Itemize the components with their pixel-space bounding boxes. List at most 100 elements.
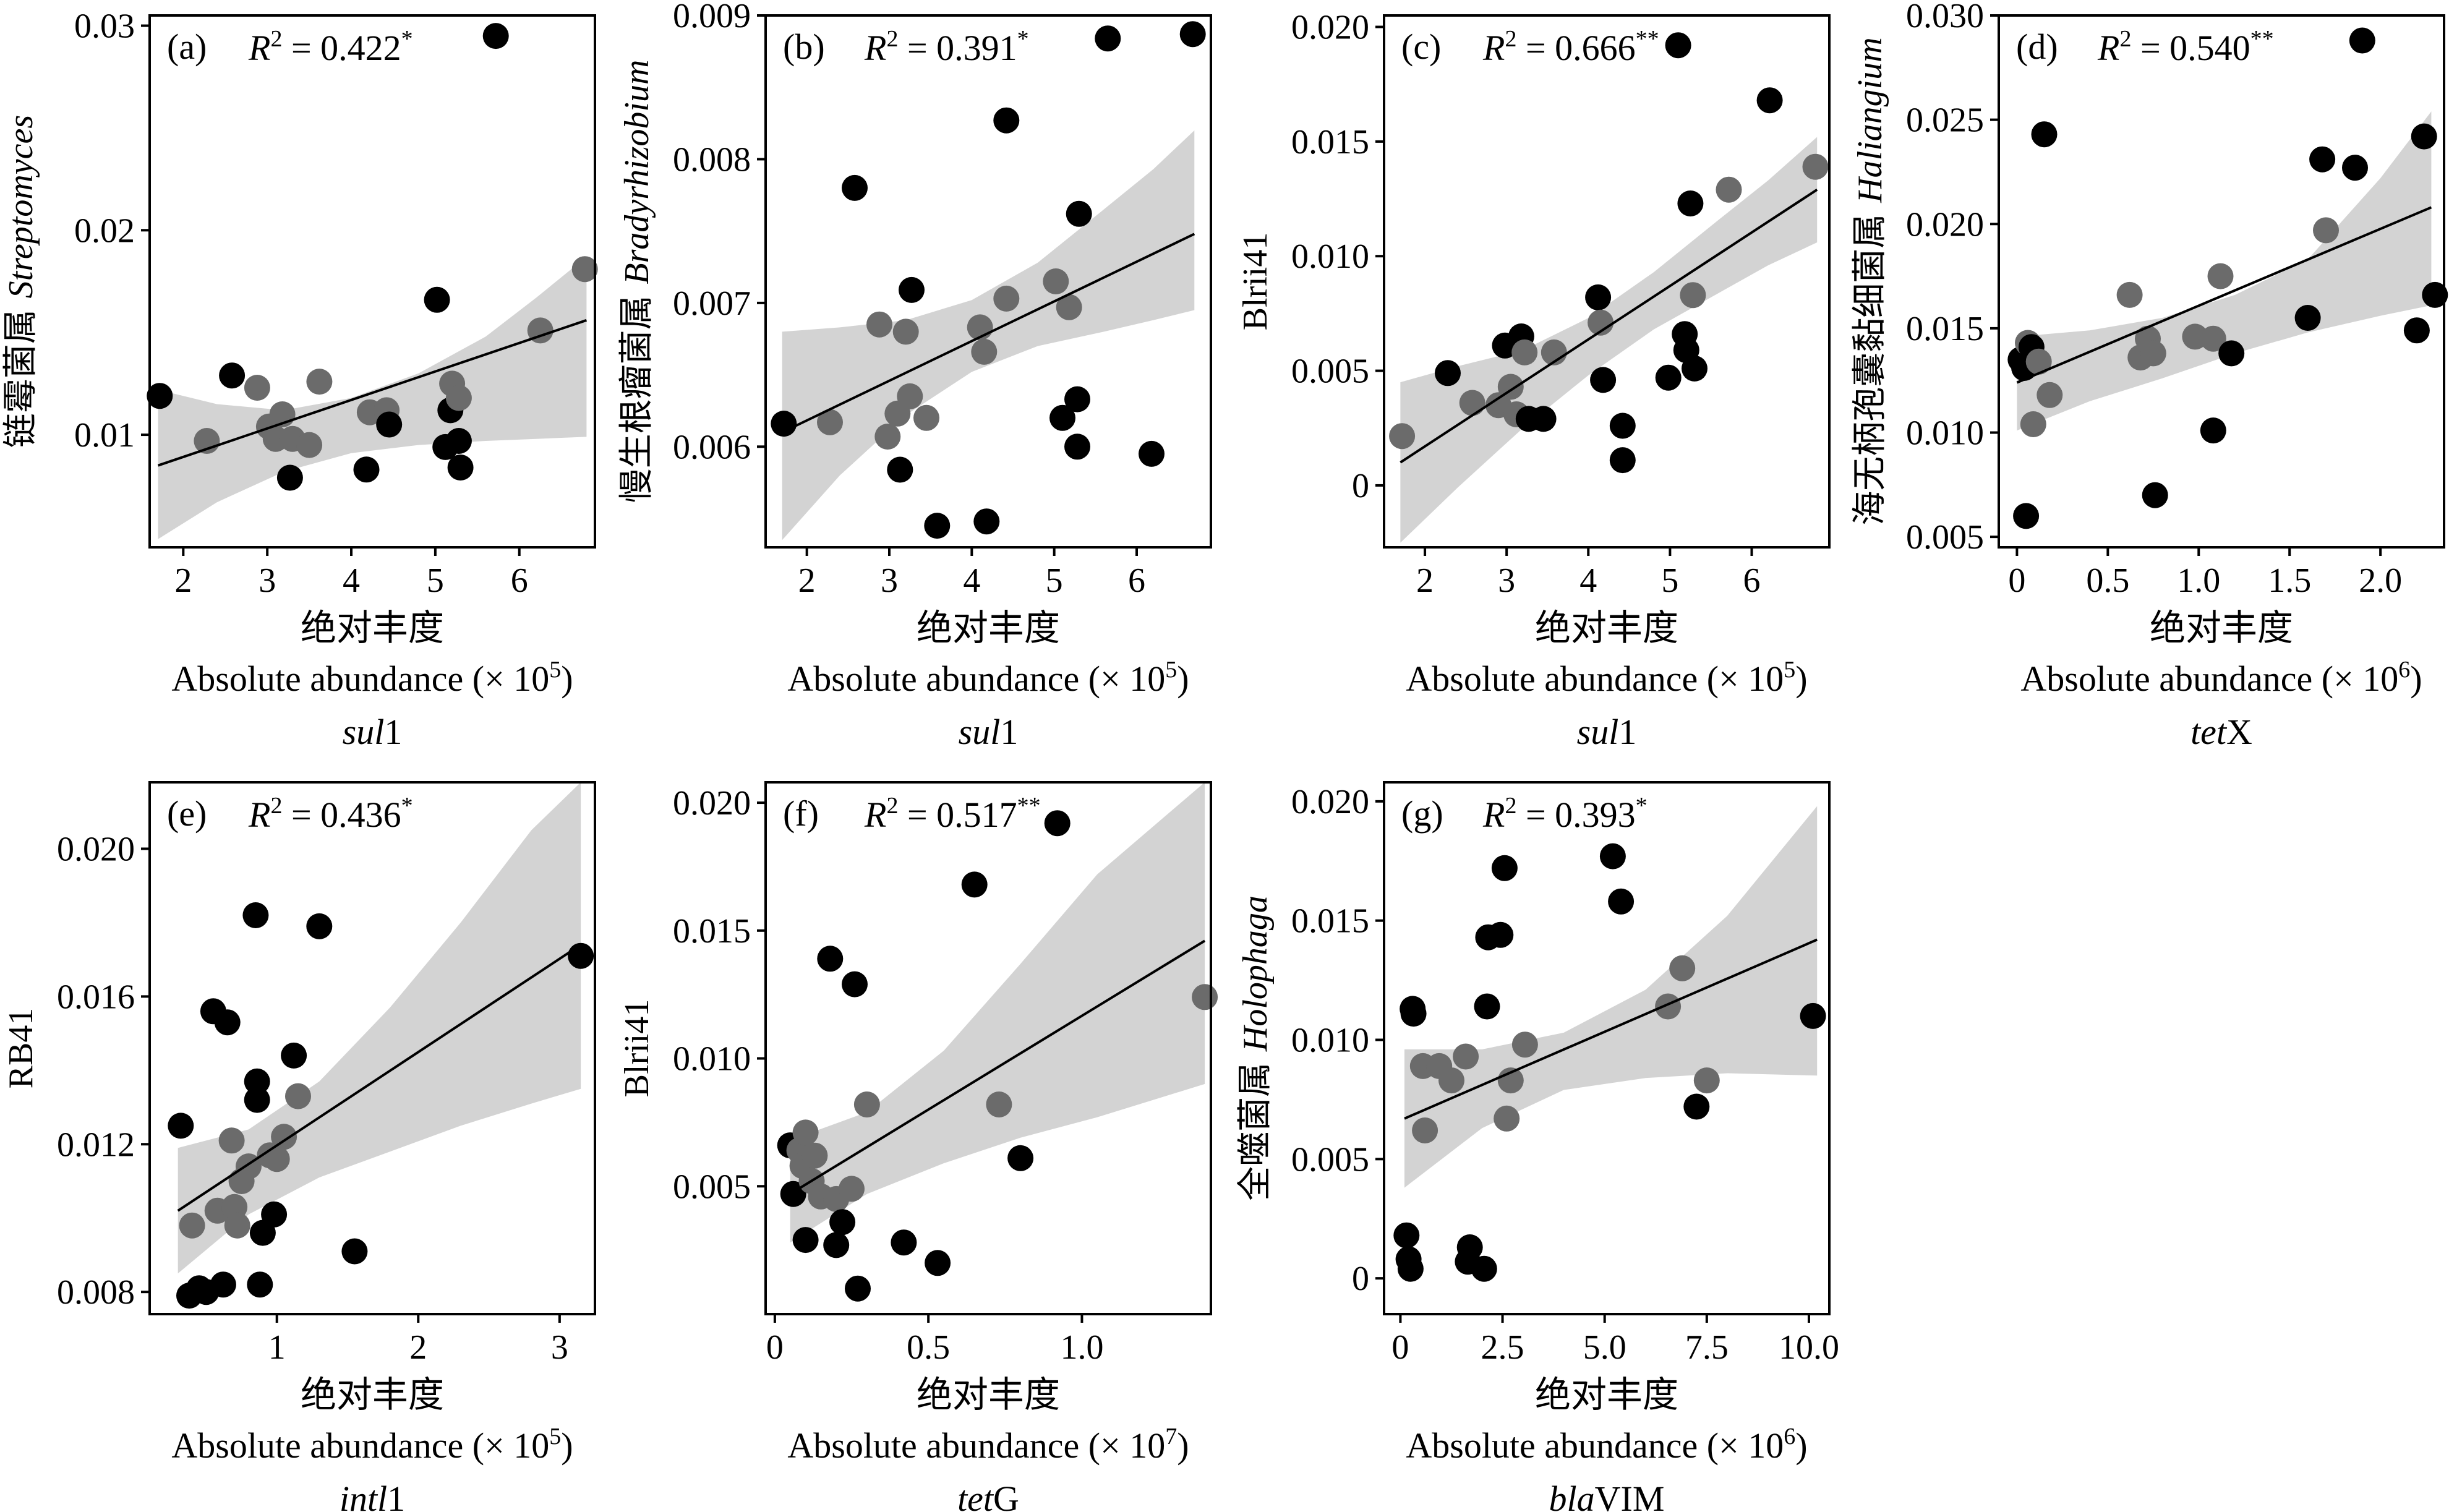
data-point <box>1412 1117 1438 1143</box>
data-point <box>179 1212 205 1239</box>
data-point <box>1474 993 1500 1020</box>
y-tick-label: 0.030 <box>1906 0 1984 35</box>
data-point <box>445 385 472 411</box>
x-tick-label: 2 <box>409 1328 427 1367</box>
data-point <box>993 285 1020 312</box>
data-point <box>1683 1093 1710 1120</box>
data-point <box>1511 1031 1538 1058</box>
panel-label: (b) <box>783 27 825 67</box>
x-tick-label: 3 <box>1498 562 1515 600</box>
y-tick-label: 0.03 <box>74 7 135 46</box>
data-point <box>2140 340 2166 367</box>
data-point <box>853 1091 880 1117</box>
y-tick-label: 0.020 <box>57 831 135 869</box>
data-point <box>2294 305 2321 331</box>
data-point <box>376 411 403 438</box>
plot-frame <box>148 14 596 549</box>
x-tick-label: 4 <box>1579 562 1597 600</box>
y-tick-label: 0.005 <box>673 1168 751 1206</box>
y-tick-label: 0.006 <box>673 428 751 466</box>
data-point <box>1471 1255 1497 1282</box>
x-axis-label-cn: 绝对丰度 <box>301 1373 444 1416</box>
data-point <box>1453 1043 1479 1070</box>
data-point <box>874 424 901 450</box>
x-tick-label: 6 <box>1128 562 1145 600</box>
panel-label: (a) <box>167 27 207 67</box>
x-tick-label: 5 <box>1661 562 1678 600</box>
x-tick-label: 0.5 <box>2086 562 2129 600</box>
y-tick-label: 0.008 <box>57 1273 135 1312</box>
r-squared-annotation: R2 = 0.540** <box>2097 26 2274 68</box>
data-point <box>817 409 843 435</box>
data-point <box>2403 317 2430 344</box>
data-point <box>306 913 333 939</box>
x-axis-label-cn: 绝对丰度 <box>917 607 1060 649</box>
y-tick-label: 0.008 <box>673 140 751 179</box>
x-axis-label-cn: 绝对丰度 <box>2150 607 2293 649</box>
x-tick-label: 4 <box>963 562 980 600</box>
data-point <box>817 946 844 972</box>
data-point <box>993 107 1020 134</box>
panel-b: 2 3 4 5 6 0.006 0.007 0.008 0.009 (b) R2 = 0.391* 绝… <box>617 0 1212 752</box>
data-point <box>2037 382 2063 408</box>
data-point <box>1400 1001 1427 1027</box>
data-point <box>1585 284 1612 310</box>
y-axis-label: 全噬菌属 Holophaga <box>1235 895 1275 1201</box>
y-tick-label: 0.010 <box>1291 1022 1369 1060</box>
fit-line <box>157 318 588 467</box>
data-point <box>1655 364 1682 391</box>
x-tick-label: 0 <box>766 1328 784 1367</box>
significance-mark: ** <box>2250 26 2274 52</box>
y-tick-label: 0.020 <box>673 784 751 822</box>
x-tick-label: 0 <box>2008 562 2025 600</box>
data-point <box>210 1271 236 1298</box>
x-axis-label-en: Absolute abundance (× 105) <box>171 1424 573 1466</box>
x-axis-label-en: Absolute abundance (× 107) <box>787 1424 1189 1466</box>
data-point <box>168 1113 194 1139</box>
y-tick-label: 0.020 <box>1291 9 1369 47</box>
panel-a: 2 3 4 5 6 0.01 0.02 0.03 (a) R2 = 0.422* 绝对丰度 Absol… <box>1 7 598 752</box>
y-tick-label: 0.005 <box>1291 1140 1369 1179</box>
x-axis-label-cn: 绝对丰度 <box>917 1373 1060 1416</box>
x-tick-label: 3 <box>881 562 898 600</box>
data-point <box>839 1176 865 1202</box>
data-point <box>842 971 868 997</box>
y-tick-label: 0.020 <box>1291 783 1369 821</box>
y-tick-label: 0.025 <box>1906 101 1984 140</box>
data-point <box>1609 447 1636 474</box>
gene-label: sul1 <box>1577 712 1637 752</box>
y-axis-label: 海无柄孢囊黏细菌属 Haliangium <box>1850 37 1890 525</box>
data-point <box>285 1083 311 1109</box>
data-point <box>306 369 333 395</box>
r-squared-value: 0.517 <box>936 795 1017 835</box>
plot-frame <box>764 14 1212 549</box>
y-axis-label: Blrii41 <box>1236 233 1275 331</box>
data-point <box>891 1229 917 1256</box>
data-point <box>218 1127 245 1154</box>
data-point <box>1487 921 1514 948</box>
y-tick-label: 0.010 <box>1291 237 1369 276</box>
data-point <box>2142 482 2168 508</box>
y-tick-label: 0.005 <box>1906 518 1984 557</box>
data-point <box>1192 984 1218 1010</box>
x-tick-label: 2 <box>1416 562 1434 600</box>
confidence-band <box>1400 137 1818 543</box>
panel-label: (e) <box>167 793 207 834</box>
data-point <box>1665 32 1691 59</box>
x-axis-label-en: Absolute abundance (× 105) <box>1406 657 1807 699</box>
x-tick-label: 5 <box>1046 562 1063 600</box>
gene-label: tetX <box>2190 712 2252 752</box>
x-tick-label: 5.0 <box>1583 1328 1626 1367</box>
significance-mark: * <box>401 793 413 819</box>
data-point <box>1494 1105 1520 1132</box>
data-point <box>1677 190 1704 216</box>
x-axis-label-en: Absolute abundance (× 105) <box>171 657 573 699</box>
gene-label: sul1 <box>959 712 1019 752</box>
significance-mark: ** <box>1017 793 1041 819</box>
data-point <box>242 902 269 928</box>
panel-f: 0 0.5 1.0 0.005 0.010 0.015 0.020 (f) R2 = 0.517… <box>618 781 1218 1512</box>
data-point <box>244 1087 270 1113</box>
panel-label: (g) <box>1401 793 1443 834</box>
y-tick-label: 0.012 <box>57 1125 135 1164</box>
